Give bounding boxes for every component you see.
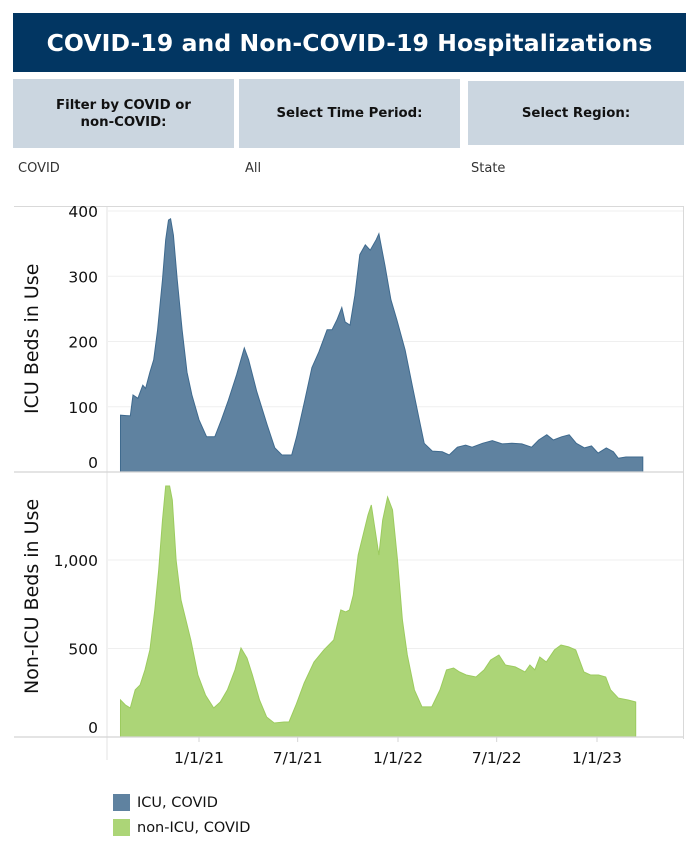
x-tick-label: 7/1/21 bbox=[273, 749, 323, 767]
dashboard-header: COVID-19 and Non-COVID-19 Hospitalizatio… bbox=[13, 13, 686, 72]
legend-label-non-icu: non-ICU, COVID bbox=[137, 819, 251, 836]
legend-item-non-icu[interactable]: non-ICU, COVID bbox=[113, 815, 250, 840]
non-icu-area[interactable] bbox=[119, 485, 637, 738]
icu-area[interactable] bbox=[119, 217, 644, 473]
x-tick-label: 7/1/22 bbox=[472, 749, 522, 767]
filter-region-label: Select Region: bbox=[521, 105, 631, 121]
filter-covid-type-value[interactable]: COVID bbox=[18, 161, 60, 176]
filter-time-period-value[interactable]: All bbox=[245, 161, 262, 176]
non-icu-y-axis-title: Non-ICU Beds in Use bbox=[21, 498, 43, 694]
icu-y-axis-title: ICU Beds in Use bbox=[21, 263, 43, 414]
filter-region-header[interactable]: Select Region: bbox=[468, 81, 684, 145]
y-tick-label: 500 bbox=[68, 641, 98, 659]
filter-covid-type-header[interactable]: Filter by COVID or non-COVID: bbox=[13, 79, 234, 148]
y-tick-label: 100 bbox=[68, 399, 98, 417]
y-tick-label: 200 bbox=[68, 334, 98, 352]
y-tick-label: 0 bbox=[88, 454, 98, 472]
non-icu-swatch-icon bbox=[113, 819, 130, 836]
filter-time-period-header[interactable]: Select Time Period: bbox=[239, 79, 460, 148]
filter-covid-type-label: Filter by COVID or non-COVID: bbox=[56, 97, 191, 130]
y-tick-label: 0 bbox=[88, 719, 98, 737]
legend-item-icu[interactable]: ICU, COVID bbox=[113, 790, 250, 815]
y-tick-label: 400 bbox=[68, 203, 98, 221]
chart-frame bbox=[14, 206, 684, 739]
y-tick-label: 1,000 bbox=[54, 552, 98, 570]
icu-swatch-icon bbox=[113, 794, 130, 811]
x-tick-label: 1/1/21 bbox=[174, 749, 224, 767]
filter-time-period-label: Select Time Period: bbox=[276, 106, 423, 121]
x-tick-label: 1/1/23 bbox=[572, 749, 622, 767]
legend-label-icu: ICU, COVID bbox=[137, 794, 218, 811]
x-tick-label: 1/1/22 bbox=[373, 749, 423, 767]
legend: ICU, COVID non-ICU, COVID bbox=[113, 790, 250, 840]
page-title: COVID-19 and Non-COVID-19 Hospitalizatio… bbox=[46, 28, 653, 57]
filter-region-value[interactable]: State bbox=[471, 161, 506, 176]
y-tick-label: 300 bbox=[68, 268, 98, 286]
